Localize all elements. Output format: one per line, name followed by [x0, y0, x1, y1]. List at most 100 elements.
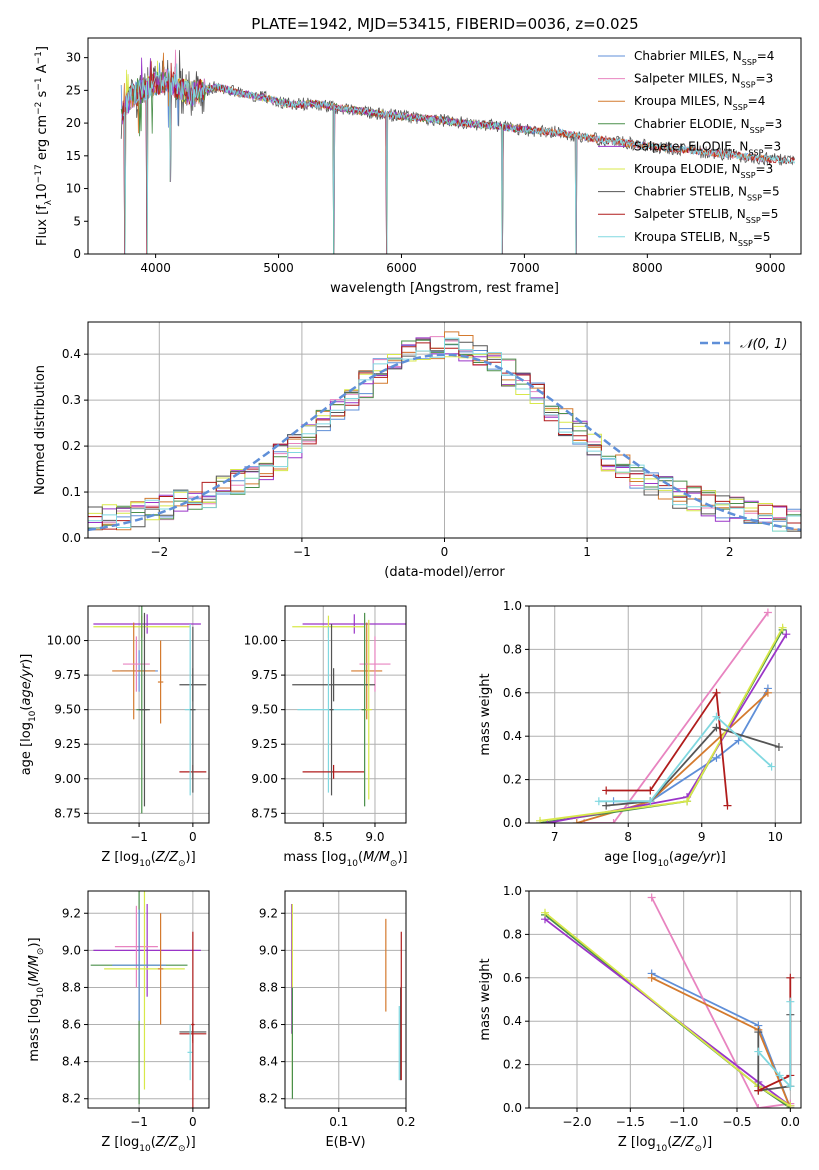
spectrum-series-7 — [122, 61, 795, 254]
x-tick-label: 9 — [698, 830, 706, 844]
y-tick-label: 9.25 — [251, 737, 278, 751]
axis-label-part: 10 — [139, 859, 151, 869]
legend-label-part: SSP — [733, 103, 748, 112]
axis-label-part: −1 — [34, 51, 44, 64]
plus-marker — [774, 743, 783, 752]
y-tick-label: 8.2 — [259, 1092, 278, 1106]
weight-series-6 — [606, 726, 780, 807]
axis-label-part: ( — [667, 1135, 672, 1150]
axis-label-part: mass weight — [478, 958, 493, 1040]
x-tick-label: 7 — [551, 830, 559, 844]
axis-label-part: )] — [716, 850, 726, 865]
plus-marker — [786, 973, 795, 982]
legend-label: Kroupa STELIB, NSSP=5 — [634, 230, 771, 248]
y-tick-label: 9.75 — [54, 668, 81, 682]
y-tick-label: 25 — [66, 83, 81, 97]
plus-marker — [754, 1047, 763, 1056]
legend-label: Chabrier ELODIE, NSSP=3 — [634, 117, 782, 135]
x-tick-label: 8000 — [632, 261, 663, 275]
figure-title: PLATE=1942, MJD=53415, FIBERID=0036, z=0… — [251, 15, 638, 33]
y-tick-label: 9.0 — [62, 943, 81, 957]
axis-label-part: A — [35, 64, 50, 77]
axis-label-part: ( — [151, 850, 156, 865]
y-tick-label: 0.0 — [503, 816, 522, 830]
x-tick-label: −1.5 — [616, 1115, 645, 1129]
axis-label-part: ( — [19, 706, 34, 711]
plus-marker — [536, 816, 545, 823]
axis-label-part: erg cm — [35, 115, 50, 164]
plus-marker — [647, 893, 656, 902]
plus-marker — [763, 688, 772, 697]
legend-label-part: Kroupa MILES, N — [634, 94, 733, 108]
x-tick-label: 0 — [189, 830, 197, 844]
plus-marker — [786, 1082, 795, 1091]
y-tick-label: 0.4 — [503, 1014, 522, 1028]
age_vs_Z-points — [93, 606, 207, 814]
axis-label-part: Normed distribution — [33, 365, 48, 495]
spectrum-series-0 — [120, 62, 771, 254]
legend-label-part: SSP — [746, 216, 761, 225]
axis-label: Z [log10(Z/Z⊙)] — [618, 1135, 712, 1154]
y-tick-label: 10.00 — [47, 634, 81, 648]
x-tick-label: 1 — [583, 545, 591, 559]
weight-series-0 — [651, 972, 792, 1108]
spectrum-axes: 4000 5000 6000 7000 8000 9000 0 5 10 15 20 25 30 wave… — [34, 37, 802, 296]
weight-series-0 — [613, 688, 769, 803]
legend-label-part: Salpeter MILES, N — [634, 72, 741, 86]
plus-marker — [712, 688, 721, 697]
y-tick-label: 10 — [66, 182, 81, 196]
plus-marker — [754, 1104, 763, 1108]
x-tick-label: 8 — [624, 830, 632, 844]
legend-label-part: =5 — [761, 207, 779, 221]
y-tick-label: 9.2 — [62, 906, 81, 920]
legend-label: 𝒩(0, 1) — [740, 337, 787, 352]
plus-marker — [754, 1086, 763, 1095]
legend-label: Salpeter STELIB, NSSP=5 — [634, 207, 778, 225]
y-tick-label: 0.4 — [503, 729, 522, 743]
y-tick-label: 9.00 — [54, 772, 81, 786]
legend-label-part: Kroupa ELODIE, N — [634, 162, 741, 176]
axis-label-part: M/M — [363, 850, 390, 865]
legend-label: Kroupa MILES, NSSP=4 — [634, 94, 765, 112]
y-tick-label: 0.8 — [503, 927, 522, 941]
residuals-legend: 𝒩(0, 1) — [700, 337, 787, 352]
legend-label-part: =3 — [765, 117, 783, 131]
axis-label-part: wavelength [Angstrom, rest frame] — [330, 281, 559, 296]
y-tick-label: 8.75 — [54, 806, 81, 820]
legend-label-part: =3 — [756, 72, 774, 86]
legend-label-part: =5 — [753, 230, 771, 244]
axis-label-part: )] — [397, 850, 407, 865]
normal-curve — [88, 353, 801, 532]
y-tick-label: 0.2 — [503, 773, 522, 787]
plus-marker — [646, 786, 655, 795]
legend-label-part: Kroupa STELIB, N — [634, 230, 738, 244]
y-tick-label: 0 — [73, 247, 81, 261]
legend-label-part: SSP — [741, 171, 756, 180]
plus-marker — [723, 801, 732, 810]
axis-label: Z [log10(Z/Z⊙)] — [101, 850, 195, 869]
legend-label: Kroupa ELODIE, NSSP=3 — [634, 162, 773, 180]
legend-label-part: =4 — [748, 94, 766, 108]
y-tick-label: 0.6 — [503, 971, 522, 985]
axis-label-part: )] — [27, 937, 42, 947]
y-tick-label: 0.1 — [62, 485, 81, 499]
axis-label-part: mass [log — [27, 998, 42, 1061]
axis-label-part: ⊙ — [390, 859, 398, 869]
x-tick-label: −1 — [293, 545, 311, 559]
mass_vs_ebv-axes: 0.1 0.2 8.2 8.4 8.6 8.8 9.0 9.2 E(B-V) — [259, 890, 416, 1150]
y-tick-label: 30 — [66, 51, 81, 65]
axis-label: mass weight — [478, 958, 493, 1040]
legend-label-part: =3 — [763, 139, 781, 153]
histogram-series-8 — [88, 337, 801, 532]
y-tick-label: 9.2 — [259, 906, 278, 920]
axis-label-part: )] — [186, 1135, 196, 1150]
axis-label: Z [log10(Z/Z⊙)] — [101, 1135, 195, 1154]
y-tick-label: 1.0 — [503, 884, 522, 898]
axis-label: mass [log10(M/M⊙)] — [27, 937, 46, 1061]
weight-series-4 — [547, 633, 788, 823]
weight_vs_Z-frame — [528, 890, 802, 1109]
legend-label-part: SSP — [741, 80, 756, 89]
